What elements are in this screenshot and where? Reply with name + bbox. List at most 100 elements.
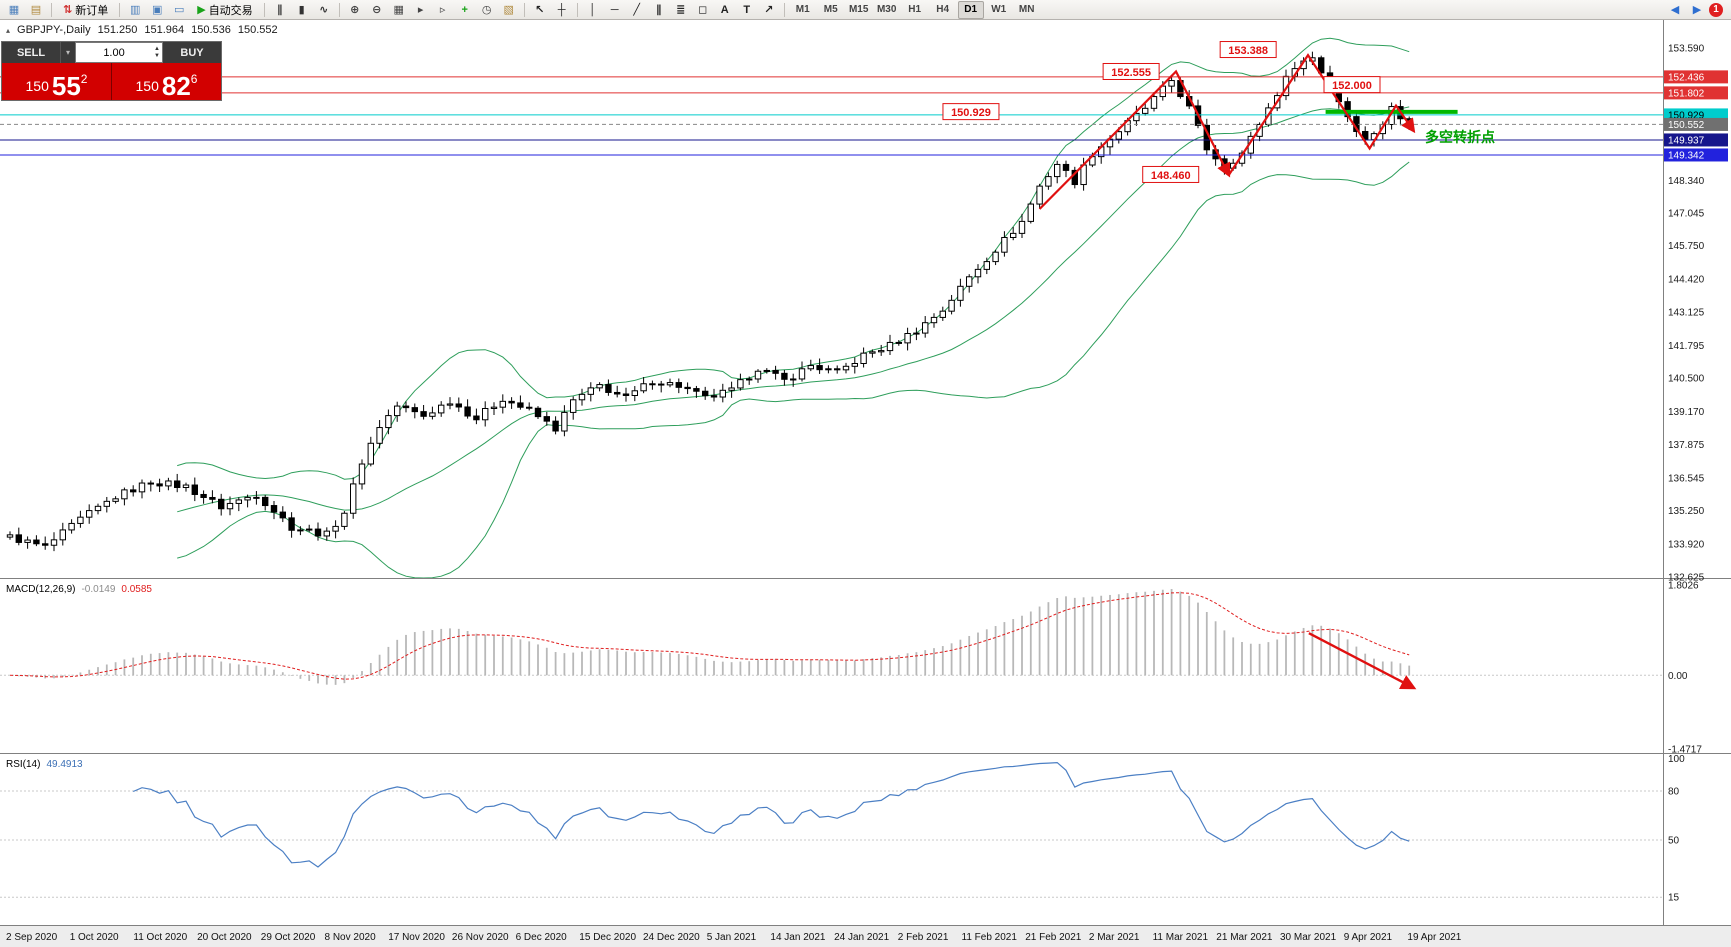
timeframe-mn[interactable]: MN <box>1018 4 1035 15</box>
toolbar-sep <box>119 2 121 17</box>
price-label-text: 148.460 <box>1151 170 1191 182</box>
one-click-trading-panel: SELL ▾ ▲ ▼ BUY 150 55 2 150 82 6 <box>2 42 221 100</box>
svg-text:-1.4717: -1.4717 <box>1668 745 1702 756</box>
svg-text:21 Feb 2021: 21 Feb 2021 <box>1025 932 1082 943</box>
timeframe-m15[interactable]: M15 <box>848 4 869 15</box>
buy-button[interactable]: BUY <box>163 42 221 63</box>
trendline-icon[interactable]: ╱ <box>627 1 647 19</box>
notification-badge[interactable]: 1 <box>1709 2 1723 17</box>
scroll-left-icon[interactable]: ◀ <box>1665 1 1685 19</box>
lot-input[interactable] <box>76 46 153 59</box>
trend-arrow-1[interactable] <box>1038 69 1231 210</box>
timeframe-h1[interactable]: H1 <box>908 4 922 15</box>
new-order-button[interactable]: ⇅ 新订单 <box>57 1 114 19</box>
sell-price-pips: 55 <box>51 70 81 101</box>
horizontal-line-icon[interactable]: ─ <box>605 1 625 19</box>
scroll-left-icon-glyph-icon: ◀ <box>1670 4 1680 16</box>
scroll-right-icon-glyph-icon: ▶ <box>1692 4 1702 16</box>
autotrade-button[interactable]: ▶ 自动交易 <box>191 1 258 19</box>
buy-price[interactable]: 150 82 6 <box>112 63 221 100</box>
zoom-out-icon[interactable]: ⊖ <box>367 1 387 19</box>
price-label-text: 152.000 <box>1332 80 1372 92</box>
price-label-box[interactable] <box>942 103 1000 121</box>
crosshair-icon[interactable]: ┼ <box>552 1 572 19</box>
shapes-icon-glyph-icon: ◻ <box>698 4 708 16</box>
cursor-icon[interactable]: ↖ <box>530 1 550 19</box>
new-chart-icon-glyph-icon: ▦ <box>8 4 20 16</box>
price-label-box[interactable] <box>1142 165 1200 183</box>
indicators-icon[interactable]: + <box>455 1 475 19</box>
auto-scroll-icon[interactable]: ▸ <box>411 1 431 19</box>
svg-text:26 Nov 2020: 26 Nov 2020 <box>452 932 509 943</box>
autotrade-button-label: 自动交易 <box>208 4 253 17</box>
channel-icon[interactable]: ∥ <box>649 1 669 19</box>
chart-shift-icon[interactable]: ▹ <box>433 1 453 19</box>
timeframe-w1[interactable]: W1 <box>991 4 1007 15</box>
sell-price-point: 2 <box>80 72 88 86</box>
arrows-icon[interactable]: ↗ <box>759 1 779 19</box>
fibonacci-icon[interactable]: ≣ <box>671 1 691 19</box>
cn-annotation-text[interactable]: 多空转折点 <box>1425 129 1495 145</box>
svg-text:147.045: 147.045 <box>1668 208 1705 219</box>
macd-down-arrow[interactable] <box>1308 632 1417 690</box>
macd-header: MACD(12,26,9) -0.0149 0.0585 <box>6 584 152 595</box>
lot-increase-icon[interactable]: ▲ <box>154 45 160 52</box>
zoom-in-icon[interactable]: ⊕ <box>345 1 365 19</box>
rsi-label: RSI(14) <box>6 759 41 770</box>
scroll-right-icon[interactable]: ▶ <box>1687 1 1707 19</box>
market-watch-icon[interactable]: ▥ <box>125 1 145 19</box>
sell-button[interactable]: SELL <box>2 42 60 63</box>
candlestick-icon[interactable]: ▮ <box>292 1 312 19</box>
timeframe-d1[interactable]: D1 <box>957 0 984 19</box>
main-chart-pane[interactable]: 153.388 152.555 152.000 150.929 148.460 多空转折点 <box>0 37 1663 578</box>
timeframe-m5[interactable]: M5 <box>823 4 838 15</box>
chart-profiles-icon[interactable]: ▤ <box>26 1 46 19</box>
channel-icon-glyph-icon: ∥ <box>655 4 662 16</box>
templates-icon[interactable]: ▧ <box>499 1 519 19</box>
rsi-header: RSI(14) 49.4913 <box>6 759 83 770</box>
trend-arrow-2[interactable] <box>1227 53 1416 176</box>
time-axis[interactable]: 2 Sep 2020 1 Oct 2020 11 Oct 2020 20 Oct 20… <box>6 932 1462 943</box>
price-label-box[interactable] <box>1219 41 1277 59</box>
buy-price-pips: 82 <box>161 70 191 101</box>
svg-text:11 Mar 2021: 11 Mar 2021 <box>1153 932 1209 943</box>
macd-main-value: -0.0149 <box>81 584 116 595</box>
price-axis: 153.590 148.340 147.045 145.750 144.420 143.1… <box>1664 43 1728 904</box>
lot-decrease-icon[interactable]: ▼ <box>154 52 160 59</box>
vertical-line-icon[interactable]: │ <box>583 1 603 19</box>
timeframe-h4[interactable]: H4 <box>936 4 950 15</box>
quote-open: 151.250 <box>97 24 138 36</box>
macd-pane[interactable] <box>0 589 1663 690</box>
svg-text:137.875: 137.875 <box>1668 440 1705 451</box>
svg-text:9 Apr 2021: 9 Apr 2021 <box>1344 932 1393 943</box>
line-chart-icon[interactable]: ∿ <box>314 1 334 19</box>
macd-signal-value: 0.0585 <box>121 584 152 595</box>
new-chart-icon[interactable]: ▦ <box>4 1 24 19</box>
svg-text:2 Mar 2021: 2 Mar 2021 <box>1089 932 1140 943</box>
bar-chart-icon[interactable]: ∥ <box>270 1 290 19</box>
label-icon[interactable]: T <box>737 1 757 19</box>
sell-price[interactable]: 150 55 2 <box>2 63 111 100</box>
time-periods-icon[interactable]: ◷ <box>477 1 497 19</box>
tile-windows-icon[interactable]: ▦ <box>389 1 409 19</box>
svg-text:149.937: 149.937 <box>1668 135 1705 146</box>
cursor-icon-glyph-icon: ↖ <box>535 4 545 16</box>
lot-dropdown-caret-icon[interactable]: ▾ <box>60 42 75 63</box>
shapes-icon[interactable]: ◻ <box>693 1 713 19</box>
timeframe-m1[interactable]: M1 <box>795 4 810 15</box>
price-label-box[interactable] <box>1102 62 1160 80</box>
data-window-icon[interactable]: ▣ <box>147 1 167 19</box>
terminal-icon[interactable]: ▭ <box>169 1 189 19</box>
autotrade-glyph-icon: ▶ <box>197 4 206 16</box>
candlestick-icon-glyph-icon: ▮ <box>298 4 305 16</box>
text-icon[interactable]: A <box>715 1 735 19</box>
price-label-box[interactable] <box>1323 76 1381 94</box>
label-icon-glyph-icon: T <box>743 3 751 16</box>
timeframe-m30[interactable]: M30 <box>876 4 897 15</box>
rsi-pane[interactable] <box>0 761 1663 898</box>
collapse-icon[interactable]: ▴ <box>6 25 11 35</box>
price-label-text: 153.388 <box>1228 45 1268 57</box>
trendline-icon-glyph-icon: ╱ <box>633 4 640 16</box>
